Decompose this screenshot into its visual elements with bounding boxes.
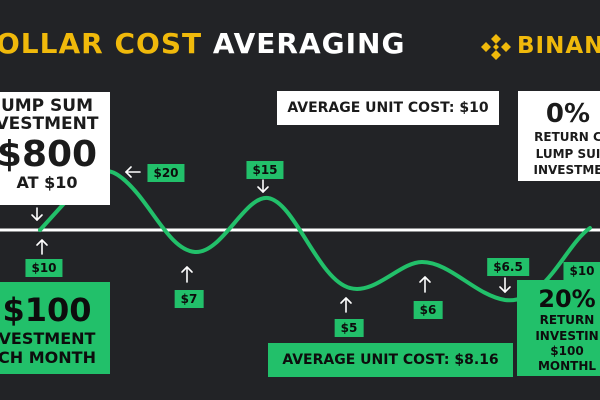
zero-return-percent: 0% — [545, 99, 591, 129]
zero-return-line-1: RETURN C — [534, 130, 600, 145]
twenty-return-line-3: $100 — [550, 343, 584, 358]
arrow-down-icon — [257, 179, 269, 193]
price-tag: $15 — [246, 161, 284, 179]
binance-logo-text: BINAN — [517, 33, 600, 59]
arrow-left-icon — [125, 166, 141, 178]
twenty-return-line-2: INVESTIN — [535, 328, 599, 343]
arrow-down-lump-icon — [31, 207, 43, 221]
zero-return-line-2: LUMP SUI — [535, 146, 600, 161]
average-unit-cost-lump-box: AVERAGE UNIT COST: $10 — [277, 91, 499, 125]
lump-sum-line-1: UMP SUM — [0, 96, 94, 116]
monthly-investment-box: $100 VESTMENT CH MONTH — [0, 282, 110, 374]
twenty-return-line-4: MONTHL — [537, 359, 597, 374]
price-tag: $10 — [563, 262, 600, 280]
lump-sum-line-3: AT $10 — [16, 173, 78, 193]
title-part-2: AVERAGING — [212, 27, 406, 60]
monthly-line-1: VESTMENT — [0, 328, 96, 348]
price-tag: $7 — [174, 290, 204, 308]
twenty-return-percent: 20% — [538, 285, 596, 313]
lump-sum-box: UMP SUM VESTMENT $800 AT $10 — [0, 92, 110, 205]
twenty-return-line-1: RETURN — [539, 313, 595, 328]
binance-logo-icon — [481, 34, 511, 60]
price-curve — [38, 168, 592, 303]
lump-sum-line-2: VESTMENT — [0, 113, 99, 134]
arrow-up-icon — [419, 276, 431, 293]
monthly-line-2: CH MONTH — [0, 348, 96, 368]
zero-return-box: 0% RETURN C LUMP SUI INVESTME — [518, 91, 600, 181]
twenty-return-box: 20% RETURN INVESTIN $100 MONTHL — [517, 280, 600, 376]
price-tag: $6.5 — [487, 258, 529, 276]
monthly-amount: $100 — [2, 291, 92, 329]
price-tag: $10 — [25, 259, 63, 277]
arrow-up-icon — [181, 266, 193, 283]
arrow-down-icon — [499, 277, 511, 293]
price-tag: $5 — [334, 319, 364, 337]
average-unit-cost-dca-box: AVERAGE UNIT COST: $8.16 — [268, 343, 513, 377]
zero-return-line-3: INVESTME — [533, 163, 600, 178]
price-tag: $20 — [147, 164, 185, 182]
price-tag: $6 — [413, 301, 443, 319]
lump-sum-amount: $800 — [0, 133, 98, 175]
infographic-title: OLLAR COST AVERAGING — [0, 27, 405, 60]
arrow-up-icon — [36, 239, 48, 255]
arrow-up-icon — [340, 297, 352, 313]
title-part-1: OLLAR COST — [0, 27, 203, 60]
